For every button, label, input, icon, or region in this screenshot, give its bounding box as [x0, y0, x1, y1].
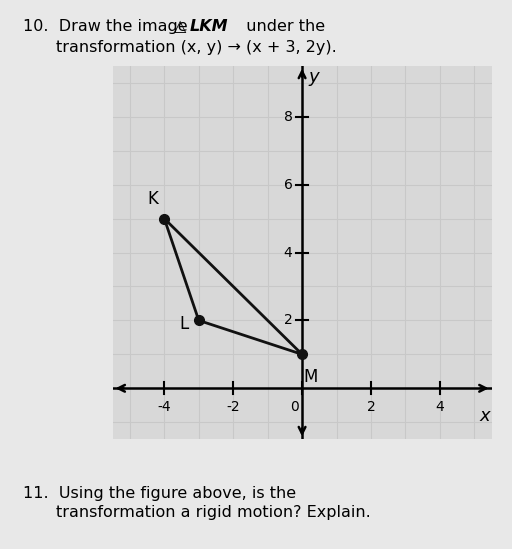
Text: 2: 2 [367, 400, 375, 414]
Text: 11.  Using the figure above, is the: 11. Using the figure above, is the [23, 486, 296, 501]
Text: -4: -4 [158, 400, 171, 414]
Text: 6: 6 [284, 178, 292, 192]
Text: 4: 4 [436, 400, 444, 414]
Text: K: K [147, 191, 158, 209]
Text: 10.  Draw the image: 10. Draw the image [23, 19, 193, 34]
Text: 4: 4 [284, 245, 292, 260]
Text: y: y [308, 68, 319, 86]
Text: 8: 8 [284, 110, 292, 124]
Text: 0: 0 [290, 400, 299, 414]
Text: M: M [304, 368, 318, 386]
Text: under the: under the [236, 19, 325, 34]
Text: transformation (x, y) → (x + 3, 2y).: transformation (x, y) → (x + 3, 2y). [56, 40, 337, 54]
Text: L: L [180, 315, 189, 333]
Text: -2: -2 [226, 400, 240, 414]
Text: 2: 2 [284, 313, 292, 327]
Text: transformation a rigid motion? Explain.: transformation a rigid motion? Explain. [56, 505, 371, 520]
Text: x: x [479, 407, 490, 425]
Text: LKM: LKM [189, 19, 228, 34]
Text: △: △ [174, 19, 186, 34]
